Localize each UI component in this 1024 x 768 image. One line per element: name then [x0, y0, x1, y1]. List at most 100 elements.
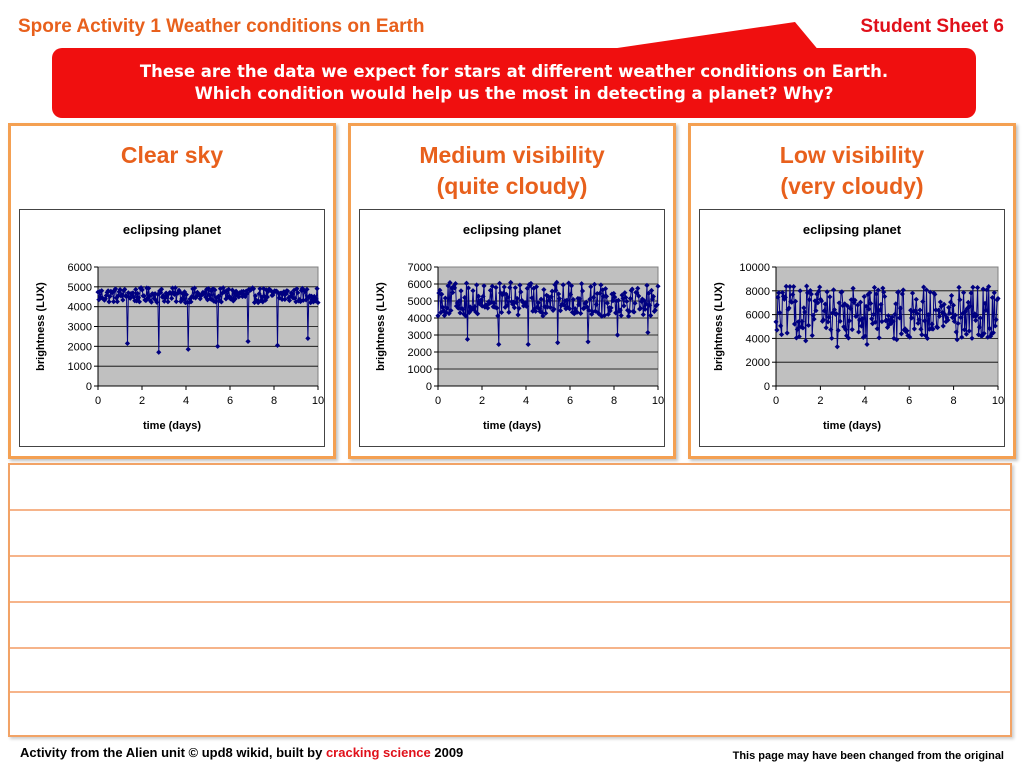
- data-point: [985, 334, 991, 340]
- data-point: [601, 293, 607, 299]
- data-point: [649, 296, 656, 302]
- data-point: [561, 302, 567, 308]
- data-point: [120, 297, 126, 303]
- chart-box: eclipsing planet 0 1000 2000 3000 4000 5000 600…: [19, 209, 325, 447]
- data-point: [613, 310, 619, 316]
- data-point: [444, 305, 450, 311]
- y-tick-label: 1000: [68, 361, 92, 373]
- data-point: [958, 314, 964, 321]
- data-point: [242, 293, 248, 300]
- x-tick-label: 6: [567, 395, 573, 407]
- panel-title-line: (quite cloudy): [436, 173, 588, 199]
- data-point: [105, 288, 111, 294]
- data-point: [777, 310, 783, 316]
- data-point: [540, 313, 546, 319]
- chart-title: eclipsing planet: [463, 222, 562, 237]
- data-point: [790, 291, 796, 298]
- data-point: [289, 291, 295, 297]
- y-axis-label: brightness (LUX): [713, 282, 725, 371]
- banner-line-1: These are the data we expect for stars a…: [139, 62, 889, 81]
- data-point: [640, 311, 646, 318]
- data-point: [303, 297, 309, 303]
- data-point: [979, 333, 985, 339]
- data-point: [156, 349, 162, 355]
- data-point: [852, 297, 858, 303]
- data-point: [957, 297, 963, 303]
- data-point: [621, 303, 627, 309]
- data-point: [643, 301, 649, 307]
- data-point: [305, 335, 311, 341]
- data-point: [968, 290, 974, 296]
- data-point: [976, 324, 983, 330]
- data-point: [611, 290, 617, 297]
- data-point: [981, 330, 987, 336]
- panel-medium-visibility: Medium visibility (quite cloudy) eclipsi…: [348, 123, 676, 459]
- y-tick-label: 7000: [408, 262, 432, 274]
- callout-pointer: [590, 22, 820, 52]
- x-tick-label: 2: [817, 395, 823, 407]
- data-point: [883, 317, 890, 323]
- data-point: [648, 312, 654, 319]
- data-point: [244, 290, 250, 297]
- data-point: [297, 298, 304, 305]
- data-point: [642, 306, 648, 312]
- y-tick-label: 0: [764, 381, 770, 393]
- y-tick-label: 6000: [408, 279, 432, 291]
- answer-lines-area[interactable]: [8, 463, 1012, 737]
- data-point: [977, 315, 983, 321]
- data-point: [993, 317, 999, 323]
- x-tick-label: 0: [435, 395, 441, 407]
- data-point: [956, 284, 962, 290]
- data-point: [654, 302, 660, 308]
- data-point: [962, 308, 969, 314]
- y-tick-label: 10000: [739, 262, 770, 274]
- data-point: [312, 298, 318, 304]
- data-point: [966, 328, 972, 334]
- data-point: [591, 281, 598, 287]
- data-point: [566, 280, 572, 286]
- x-axis-label: time (days): [143, 420, 201, 432]
- data-point: [623, 294, 629, 301]
- data-point: [256, 291, 262, 297]
- data-point: [637, 305, 644, 311]
- data-point: [988, 331, 995, 337]
- data-point: [933, 307, 939, 313]
- y-tick-label: 2000: [408, 347, 432, 359]
- data-point: [515, 312, 521, 318]
- sheet-label: Student Sheet 6: [860, 16, 1004, 37]
- data-point: [262, 297, 269, 303]
- instruction-banner: These are the data we expect for stars a…: [52, 48, 976, 118]
- footer-brand-link[interactable]: cracking science: [325, 745, 431, 760]
- data-point: [274, 342, 281, 348]
- data-point: [986, 284, 992, 290]
- data-point: [553, 287, 559, 293]
- data-point: [655, 283, 661, 289]
- data-point: [564, 297, 570, 303]
- x-tick-label: 10: [312, 395, 324, 407]
- footer-credit: Activity from the Alien unit © upd8 wiki…: [20, 745, 463, 760]
- chart-low-visibility: eclipsing planet 0 2000 4000 6000 8000 10000 0 2…: [713, 222, 1004, 432]
- data-point: [589, 311, 595, 317]
- y-tick-label: 0: [86, 381, 92, 393]
- data-point: [982, 300, 988, 306]
- x-axis-label: time (days): [823, 420, 881, 432]
- data-point: [645, 329, 651, 336]
- y-tick-label: 2000: [68, 341, 92, 353]
- x-tick-label: 8: [951, 395, 957, 407]
- data-point: [124, 340, 131, 346]
- data-point: [475, 293, 482, 299]
- data-point: [987, 325, 993, 332]
- data-point: [961, 290, 967, 296]
- panel-title: Clear sky: [11, 140, 333, 171]
- footer-credit-prefix: Activity from the Alien unit © upd8 wiki…: [20, 745, 326, 760]
- data-point: [991, 290, 997, 296]
- y-tick-label: 4000: [408, 313, 432, 325]
- data-point: [919, 332, 925, 338]
- data-point: [899, 291, 905, 297]
- data-point: [440, 304, 446, 310]
- data-point: [136, 299, 143, 305]
- data-point: [554, 279, 560, 285]
- data-point: [268, 288, 274, 294]
- data-point: [544, 304, 551, 310]
- data-point: [551, 306, 557, 312]
